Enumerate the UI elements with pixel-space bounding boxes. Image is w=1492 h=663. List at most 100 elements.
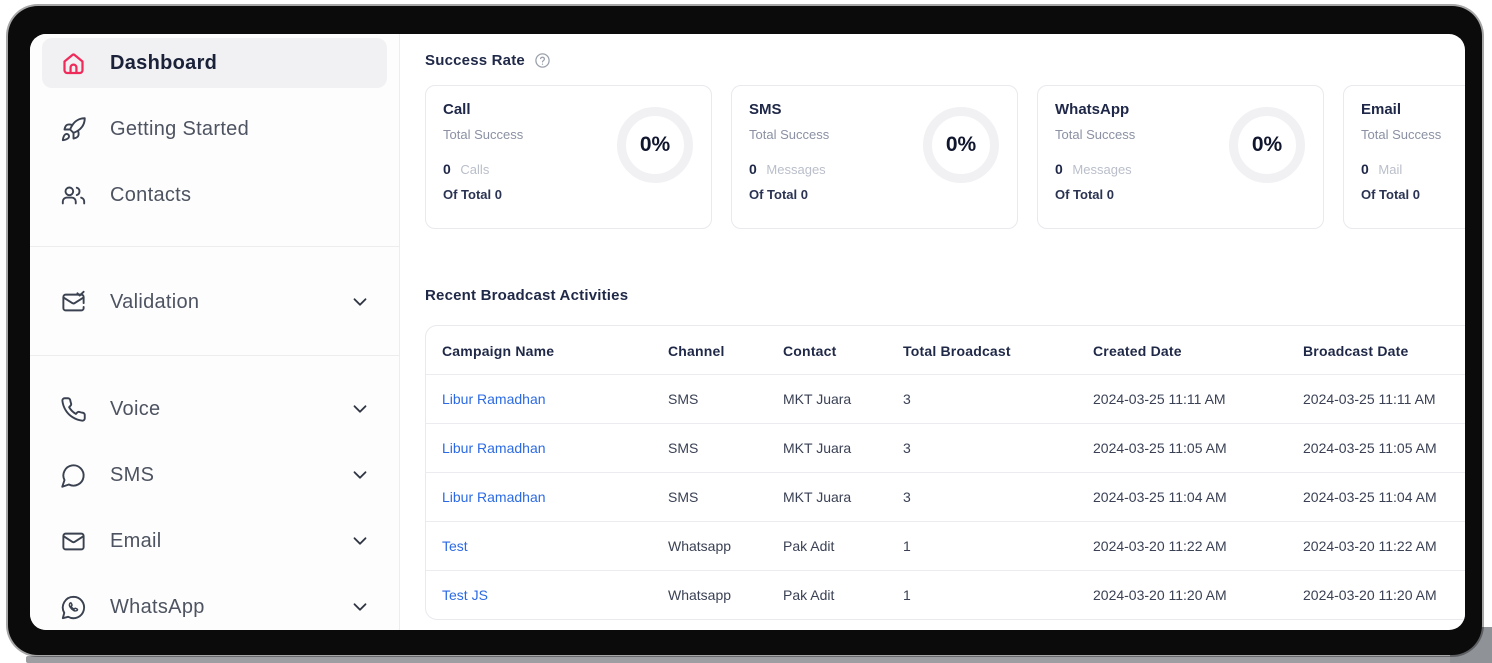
column-header-campaign-name: Campaign Name (442, 343, 555, 359)
cell-broadcast: 2024-03-25 11:04 AM (1303, 489, 1437, 505)
cell-channel: SMS (668, 440, 699, 456)
card-subtitle: Total Success (1361, 127, 1442, 142)
card-count: 0 (443, 161, 451, 177)
sidebar-item-label: SMS (110, 463, 155, 486)
chevron-down-icon (349, 291, 371, 313)
card-title: Call (443, 101, 471, 118)
cell-broadcast: 2024-03-20 11:22 AM (1303, 538, 1437, 554)
chevron-down-icon (349, 464, 371, 486)
success-card-whatsapp: WhatsApp Total Success 0 Messages Of Tot… (1037, 85, 1324, 229)
table-row: Libur Ramadhan SMS MKT Juara 3 2024-03-2… (426, 423, 1465, 473)
campaign-link[interactable]: Libur Ramadhan (442, 489, 546, 505)
table-row: Test JS Whatsapp Pak Adit 1 2024-03-20 1… (426, 570, 1465, 620)
column-header-broadcast-date: Broadcast Date (1303, 343, 1409, 359)
cell-created: 2024-03-25 11:05 AM (1093, 440, 1227, 456)
sidebar-item-dashboard[interactable]: Dashboard (42, 38, 387, 88)
sidebar-item-label: Voice (110, 397, 161, 420)
campaign-link[interactable]: Libur Ramadhan (442, 391, 546, 407)
cell-contact: MKT Juara (783, 391, 852, 407)
mail-check-icon (58, 287, 88, 317)
sidebar-item-contacts[interactable]: Contacts (42, 170, 387, 220)
cell-created: 2024-03-20 11:20 AM (1093, 587, 1227, 603)
column-header-created-date: Created Date (1093, 343, 1182, 359)
sidebar-item-label: Getting Started (110, 117, 250, 140)
main-content: Success Rate Call Total Success 0 Calls (400, 34, 1465, 630)
card-of-total: Of Total 0 (443, 187, 502, 202)
campaign-link[interactable]: Libur Ramadhan (442, 440, 546, 456)
sidebar-item-sms[interactable]: SMS (42, 450, 387, 500)
progress-ring: 0% (923, 107, 999, 183)
success-rate-title: Success Rate (425, 52, 525, 69)
progress-value: 0% (945, 133, 977, 156)
mail-icon (58, 526, 88, 556)
cell-contact: MKT Juara (783, 489, 852, 505)
card-unit: Messages (766, 162, 826, 177)
recent-broadcast-title: Recent Broadcast Activities (425, 287, 629, 304)
sidebar-item-whatsapp[interactable]: WhatsApp (42, 582, 387, 630)
sidebar-item-label: Email (110, 529, 162, 552)
success-card-email: Email Total Success 0 Mail Of Total 0 0% (1343, 85, 1465, 229)
cell-contact: MKT Juara (783, 440, 852, 456)
page-bottom-strip (26, 656, 1466, 663)
table-header-row: Campaign Name Channel Contact Total Broa… (426, 326, 1465, 375)
success-rate-cards: Call Total Success 0 Calls Of Total 0 0%… (425, 85, 1465, 229)
chevron-down-icon (349, 398, 371, 420)
sidebar: Dashboard Getting Started (30, 34, 400, 630)
card-count-line: 0 Mail (1361, 161, 1465, 177)
sidebar-item-label: WhatsApp (110, 595, 205, 618)
card-count: 0 (749, 161, 757, 177)
card-of-total: Of Total 0 (1055, 187, 1114, 202)
chat-bubble-icon (58, 460, 88, 490)
sidebar-item-voice[interactable]: Voice (42, 384, 387, 434)
cell-total: 3 (903, 440, 911, 456)
cell-channel: SMS (668, 489, 699, 505)
cell-broadcast: 2024-03-25 11:11 AM (1303, 391, 1436, 407)
progress-value: 0% (639, 133, 671, 156)
card-of-total: Of Total 0 (1361, 187, 1420, 202)
table-row: Test Whatsapp Pak Adit 1 2024-03-20 11:2… (426, 521, 1465, 571)
cell-broadcast: 2024-03-25 11:05 AM (1303, 440, 1437, 456)
card-title: Email (1361, 101, 1402, 118)
cell-total: 1 (903, 587, 911, 603)
question-circle-icon[interactable] (534, 52, 551, 69)
users-icon (58, 180, 88, 210)
cell-total: 3 (903, 391, 911, 407)
card-count: 0 (1055, 161, 1063, 177)
success-card-sms: SMS Total Success 0 Messages Of Total 0 … (731, 85, 1018, 229)
sidebar-divider (30, 246, 399, 247)
campaign-link[interactable]: Test (442, 538, 468, 554)
phone-icon (58, 394, 88, 424)
card-count-line: 0 Calls (443, 161, 694, 177)
progress-ring: 0% (617, 107, 693, 183)
card-title: SMS (749, 101, 782, 118)
campaign-link[interactable]: Test JS (442, 587, 488, 603)
sidebar-item-email[interactable]: Email (42, 516, 387, 566)
cell-campaign: Libur Ramadhan (426, 375, 668, 424)
card-of-total: Of Total 0 (749, 187, 808, 202)
cell-campaign: Test JS (426, 571, 668, 620)
card-subtitle: Total Success (749, 127, 830, 142)
progress-ring: 0% (1229, 107, 1305, 183)
cell-total: 3 (903, 489, 911, 505)
cell-campaign: Test (426, 522, 668, 571)
rocket-icon (58, 114, 88, 144)
card-title: WhatsApp (1055, 101, 1130, 118)
success-card-call: Call Total Success 0 Calls Of Total 0 0% (425, 85, 712, 229)
card-subtitle: Total Success (443, 127, 524, 142)
column-header-channel: Channel (668, 343, 725, 359)
sidebar-item-validation[interactable]: Validation (42, 277, 387, 327)
card-unit: Mail (1378, 162, 1403, 177)
progress-value: 0% (1251, 133, 1283, 156)
card-count-line: 0 Messages (749, 161, 1000, 177)
cell-campaign: Libur Ramadhan (426, 473, 668, 522)
column-header-total-broadcast: Total Broadcast (903, 343, 1011, 359)
card-count: 0 (1361, 161, 1369, 177)
cell-total: 1 (903, 538, 911, 554)
column-header-contact: Contact (783, 343, 837, 359)
cell-broadcast: 2024-03-20 11:20 AM (1303, 587, 1437, 603)
card-unit: Messages (1072, 162, 1132, 177)
card-count-line: 0 Messages (1055, 161, 1306, 177)
cell-campaign: Libur Ramadhan (426, 424, 668, 473)
cell-channel: Whatsapp (668, 587, 732, 603)
sidebar-item-getting-started[interactable]: Getting Started (42, 104, 387, 154)
